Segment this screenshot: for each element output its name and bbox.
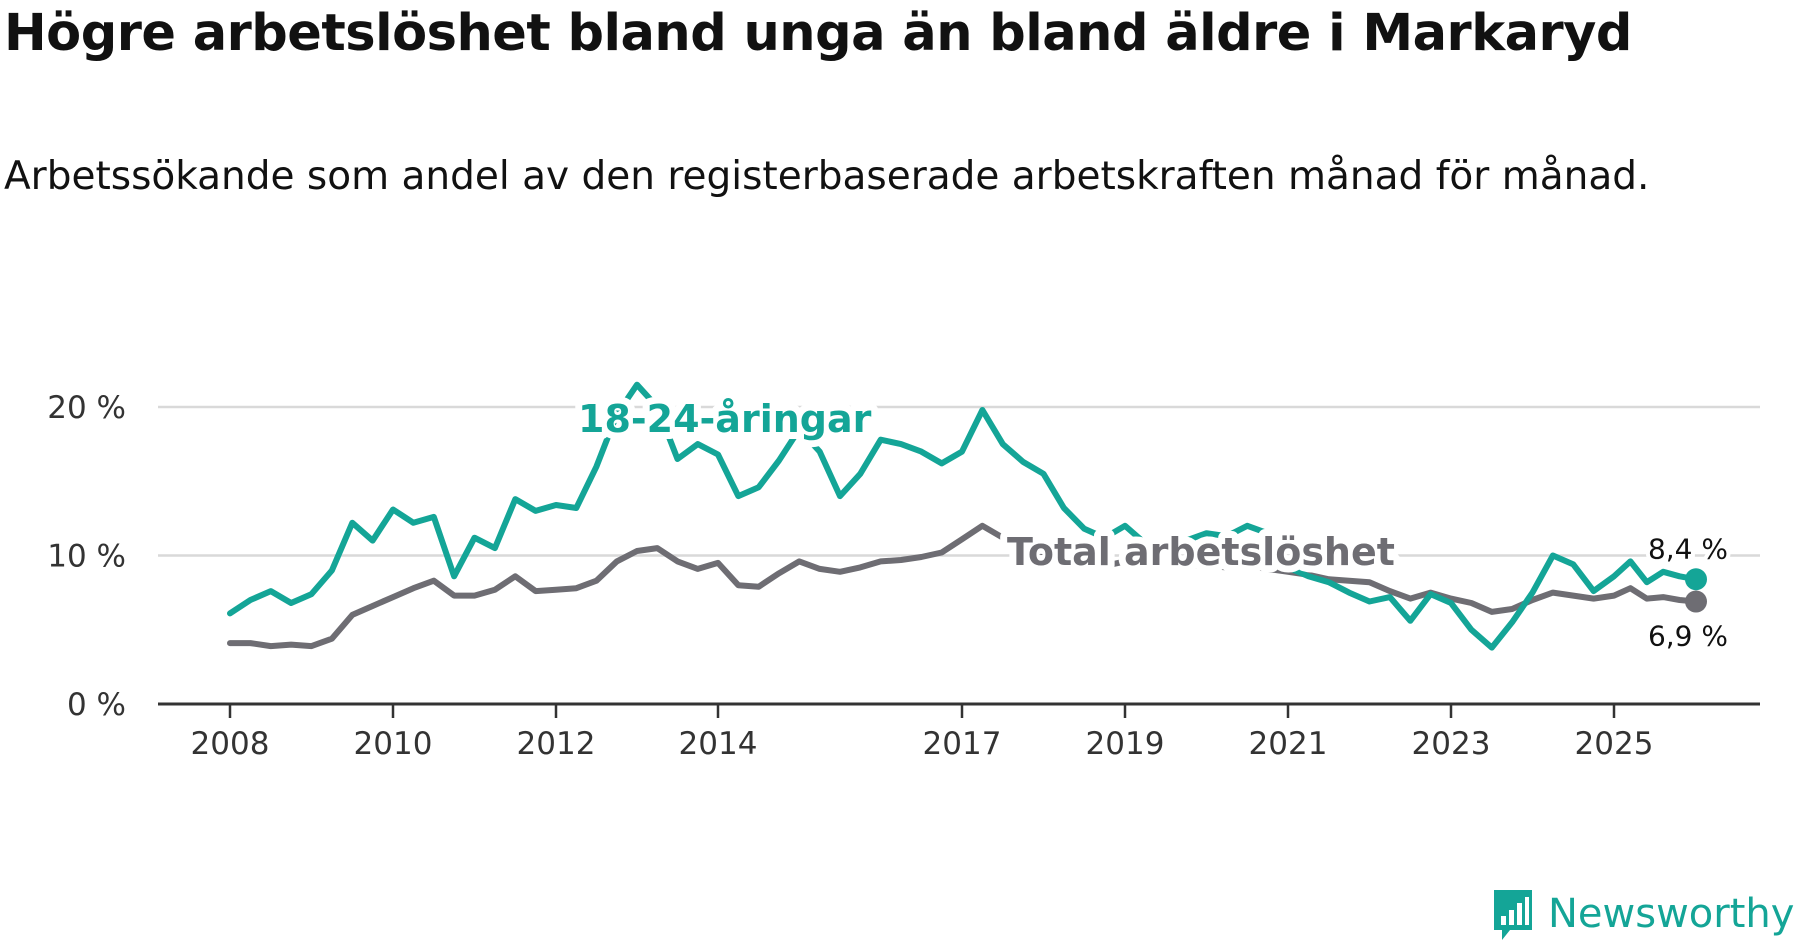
y-tick-label: 10 % — [47, 539, 126, 575]
chart-title: Högre arbetslöshet bland unga än bland ä… — [4, 4, 1632, 63]
end-marker-youth — [1685, 568, 1707, 591]
series-label-total: Total arbetslöshet — [1007, 530, 1395, 574]
x-tick-label: 2017 — [923, 726, 1002, 762]
series-labels: 18-24-åringar Total arbetslöshet 8,4 % 6,9 … — [571, 390, 1732, 657]
x-tick-label: 2025 — [1575, 726, 1654, 762]
x-tick-label: 2010 — [354, 726, 433, 762]
x-tick-label: 2023 — [1412, 726, 1491, 762]
series-label-youth: 18-24-åringar — [578, 397, 872, 441]
brand-name: Newsworthy — [1548, 891, 1795, 937]
end-marker-total — [1685, 590, 1707, 613]
series-line-total — [227, 522, 1699, 650]
end-label-total: 6,9 % — [1648, 620, 1728, 653]
y-tick-label: 20 % — [47, 390, 126, 426]
newsworthy-logo: Newsworthy — [1490, 884, 1794, 944]
series-lines — [227, 381, 1707, 651]
end-label-youth: 8,4 % — [1648, 532, 1728, 565]
x-tick-label: 2008 — [191, 726, 270, 762]
y-tick-label: 0 % — [67, 687, 126, 723]
newsworthy-logo-icon — [1494, 890, 1532, 940]
axes: 0 % 10 % 20 % 2008 2010 2012 2014 2017 2019 2021 2… — [47, 390, 1760, 762]
x-tick-label: 2014 — [679, 726, 758, 762]
x-tick-label: 2012 — [517, 726, 596, 762]
gridlines — [158, 405, 1760, 557]
x-tick-label: 2021 — [1249, 726, 1328, 762]
series-line-youth — [227, 381, 1699, 651]
chart-subtitle: Arbetssökande som andel av den registerb… — [4, 154, 1650, 199]
x-tick-label: 2019 — [1086, 726, 1165, 762]
